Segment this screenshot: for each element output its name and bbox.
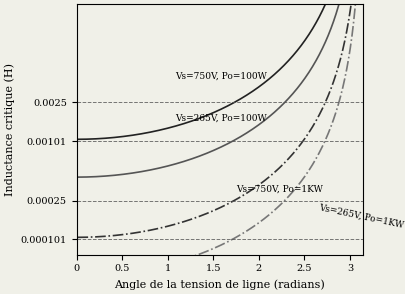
Y-axis label: Inductance critique (H): Inductance critique (H) bbox=[4, 63, 15, 196]
Text: Vs=265V, Po=100W: Vs=265V, Po=100W bbox=[175, 114, 266, 123]
Text: Vs=265V, Po=1KW: Vs=265V, Po=1KW bbox=[318, 203, 405, 230]
Text: Vs=750V, Po=100W: Vs=750V, Po=100W bbox=[175, 71, 266, 80]
X-axis label: Angle de la tension de ligne (radians): Angle de la tension de ligne (radians) bbox=[114, 279, 325, 290]
Text: Vs=750V, Po=1KW: Vs=750V, Po=1KW bbox=[236, 184, 323, 193]
